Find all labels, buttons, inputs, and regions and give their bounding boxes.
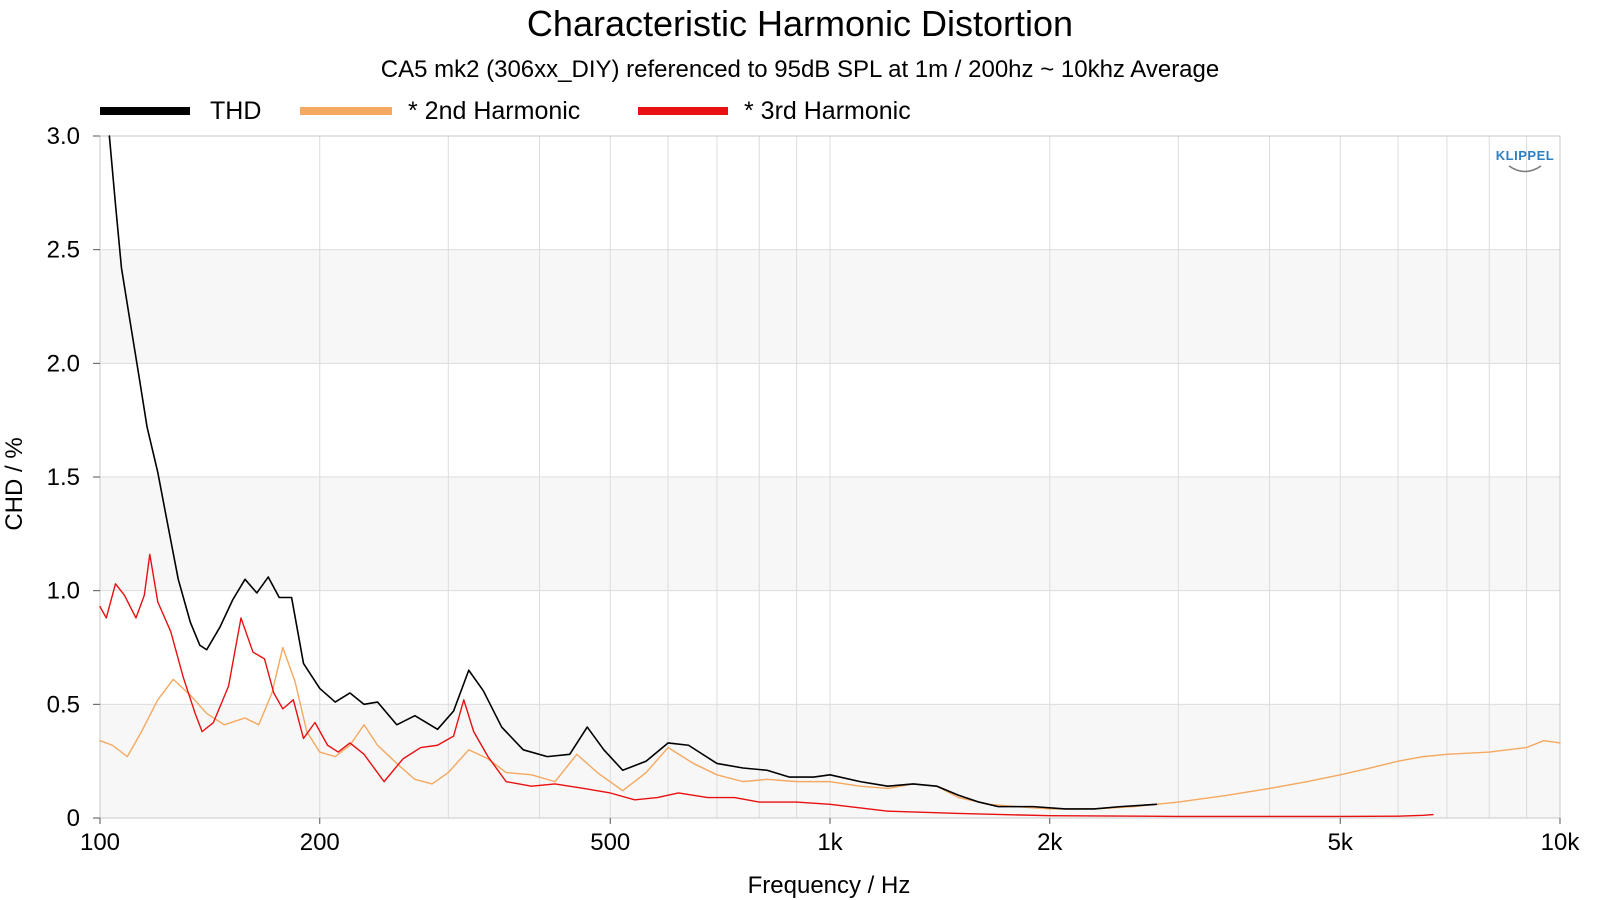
legend: THD * 2nd Harmonic * 3rd Harmonic [100, 97, 911, 125]
y-tick-label: 3.0 [47, 123, 80, 150]
chart-title: Characteristic Harmonic Distortion [527, 3, 1073, 44]
y-tick-label: 0.5 [47, 691, 80, 718]
legend-label-2nd-harmonic: * 2nd Harmonic [408, 97, 580, 125]
chart-subtitle: CA5 mk2 (306xx_DIY) referenced to 95dB S… [381, 56, 1219, 83]
x-tick-label: 100 [80, 829, 120, 856]
series-line-2nd-harmonic [99, 646, 1561, 810]
x-tick-label: 500 [590, 829, 630, 856]
y-tick-label: 1.5 [47, 464, 80, 491]
legend-label-3rd-harmonic: * 3rd Harmonic [744, 97, 911, 125]
series-layer [99, 135, 1561, 818]
x-axis: 100 200 500 1k 2k 5k 10k [80, 818, 1580, 856]
series-line-3rd-harmonic [99, 553, 1434, 818]
y-axis-label: CHD / % [1, 437, 28, 530]
y-tick-label: 2.5 [47, 237, 80, 264]
y-tick-label: 2.0 [47, 350, 80, 377]
x-tick-label: 200 [300, 829, 340, 856]
x-tick-label: 2k [1037, 829, 1063, 856]
x-axis-label: Frequency / Hz [748, 872, 911, 899]
y-axis: 0 0.5 1.0 1.5 2.0 2.5 3.0 [47, 123, 100, 832]
series-line-thd [108, 135, 1158, 810]
klippel-logo-arc [1508, 165, 1542, 173]
x-tick-label: 10k [1541, 829, 1581, 856]
x-tick-label: 5k [1328, 829, 1354, 856]
klippel-logo-text: KLIPPEL [1496, 148, 1554, 163]
klippel-logo: KLIPPEL [1496, 148, 1554, 173]
y-tick-label: 0 [67, 805, 80, 832]
legend-label-thd: THD [210, 97, 261, 125]
x-tick-label: 1k [817, 829, 843, 856]
y-tick-label: 1.0 [47, 578, 80, 605]
